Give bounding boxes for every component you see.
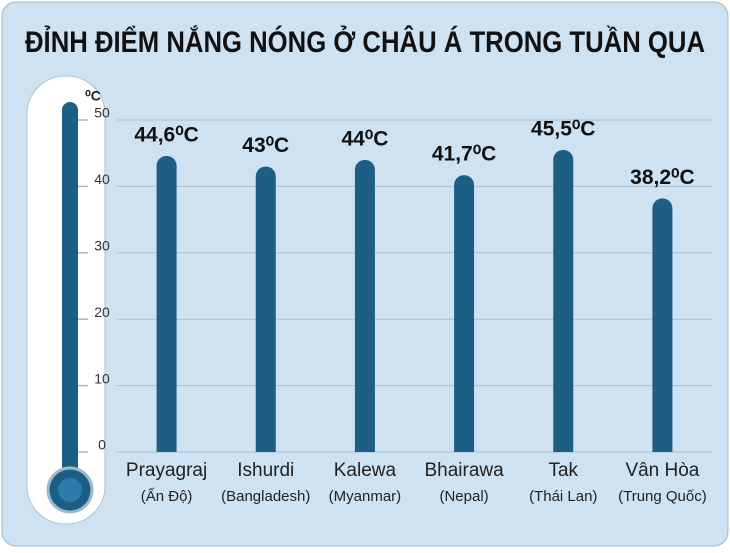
y-tick-label: 40 [94,171,110,187]
x-tick-label: Ishurdi [237,460,294,481]
y-tick-label: 10 [94,370,110,386]
x-tick-label: Vân Hòa [625,460,699,481]
thermometer-bulb-shine [58,478,82,502]
y-tick-label: 30 [94,238,110,254]
y-tick-label: 20 [94,304,110,320]
bar [354,159,375,452]
x-tick-sublabel: (Trung Quốc) [618,488,707,505]
value-label: 44,6⁰C [134,123,198,146]
bar [652,198,673,452]
bar [454,175,475,452]
y-tick-label: 0 [98,437,106,453]
chart-title: ĐỈNH ĐIỂM NẮNG NÓNG Ở CHÂU Á TRONG TUẦN … [25,25,705,59]
x-tick-sublabel: (Bangladesh) [221,488,310,505]
value-label: 44⁰C [341,127,388,150]
y-tick-label: 50 [94,105,110,121]
bar [255,166,276,452]
y-axis-unit: ⁰C [85,88,101,104]
x-tick-label: Prayagraj [126,460,207,481]
bar [156,155,177,452]
x-tick-label: Tak [548,460,578,481]
value-label: 38,2⁰C [630,166,694,189]
x-tick-sublabel: (Ấn Độ) [141,488,193,505]
x-tick-sublabel: (Nepal) [439,488,488,505]
x-tick-label: Kalewa [334,460,397,481]
value-label: 45,5⁰C [531,117,595,140]
value-label: 41,7⁰C [432,143,496,166]
x-tick-label: Bhairawa [424,460,504,481]
thermometer-tube [62,102,78,502]
x-tick-sublabel: (Thái Lan) [529,488,597,505]
bar [553,149,574,452]
value-label: 43⁰C [242,134,289,157]
x-tick-sublabel: (Myanmar) [329,488,402,505]
